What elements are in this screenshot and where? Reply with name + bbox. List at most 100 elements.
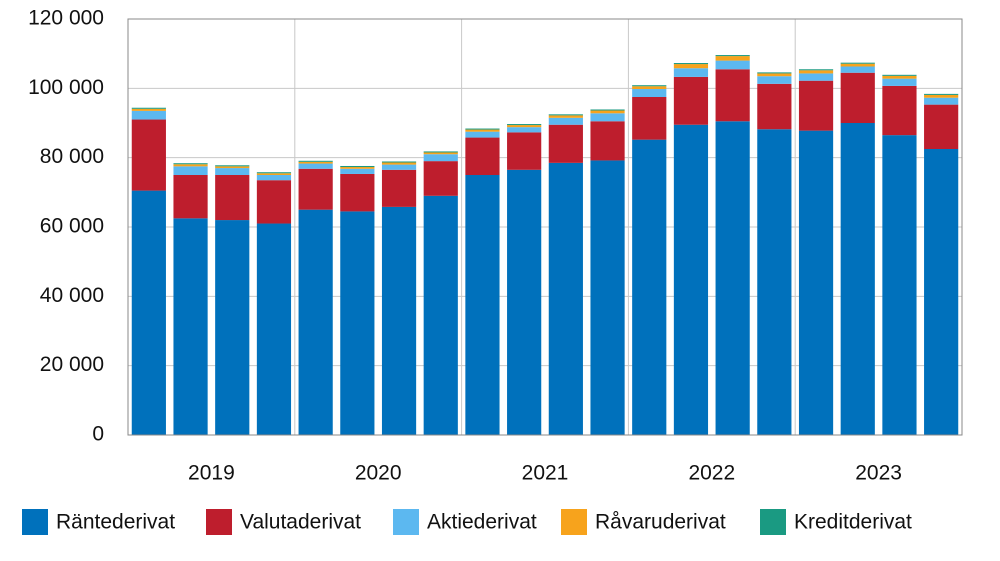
bar-segment bbox=[507, 124, 542, 126]
bar-segment bbox=[423, 154, 458, 162]
legend-label: Valutaderivat bbox=[240, 511, 361, 534]
bar-segment bbox=[757, 83, 792, 130]
bar-segment bbox=[798, 70, 834, 74]
bar-segment bbox=[215, 175, 250, 221]
plot-frame bbox=[127, 18, 963, 436]
x-group-label: 2023 bbox=[855, 462, 902, 485]
bar-segment bbox=[507, 125, 542, 128]
bar-segment bbox=[298, 209, 333, 435]
bar-segment bbox=[715, 121, 750, 436]
bar-segment bbox=[215, 166, 250, 169]
bar-segment bbox=[173, 163, 208, 165]
bar-segment bbox=[590, 121, 625, 161]
bar-segment bbox=[840, 72, 875, 123]
bar-segment bbox=[757, 76, 792, 84]
bar-segment bbox=[340, 211, 375, 435]
bar-segment bbox=[131, 108, 166, 111]
legend-swatch bbox=[206, 509, 232, 535]
bar-segment bbox=[632, 89, 667, 97]
bar-segment bbox=[131, 190, 166, 435]
bar-segment bbox=[507, 169, 542, 436]
bar-segment bbox=[256, 175, 292, 181]
bar-segment bbox=[256, 223, 292, 435]
bar-segment bbox=[882, 78, 917, 86]
bar-segment bbox=[924, 104, 959, 149]
bar-segment bbox=[548, 162, 583, 435]
y-tick-label: 120 000 bbox=[28, 7, 104, 30]
y-tick-label: 100 000 bbox=[28, 76, 104, 99]
bar-segment bbox=[298, 160, 333, 162]
bar-segment bbox=[465, 131, 500, 138]
bar-segment bbox=[590, 160, 625, 435]
bar-segment bbox=[715, 60, 750, 70]
legend-swatch bbox=[561, 509, 587, 535]
bar-segment bbox=[798, 80, 834, 131]
bar-segment bbox=[465, 137, 500, 175]
y-tick-label: 20 000 bbox=[40, 353, 104, 376]
bar-segment bbox=[381, 169, 417, 207]
legend-label: Räntederivat bbox=[56, 511, 175, 534]
bar-segment bbox=[256, 180, 292, 224]
bar-segment bbox=[215, 168, 250, 175]
bar-segment bbox=[673, 63, 709, 65]
bar-segment bbox=[882, 75, 917, 79]
bar-segment bbox=[548, 124, 583, 163]
x-group-label: 2021 bbox=[522, 462, 569, 485]
bar-segment bbox=[423, 151, 458, 153]
bar-segment bbox=[131, 119, 166, 191]
x-group-label: 2022 bbox=[688, 462, 735, 485]
bar-segment bbox=[340, 165, 375, 168]
bar-segment bbox=[632, 139, 667, 435]
bar-segment bbox=[548, 114, 583, 116]
bar-segment bbox=[465, 129, 500, 132]
bar-segment bbox=[715, 55, 750, 57]
bar-segment bbox=[256, 173, 292, 175]
bar-segment bbox=[465, 128, 500, 130]
bar-segment bbox=[757, 73, 792, 77]
bar-segment bbox=[340, 167, 375, 169]
bar-segment bbox=[632, 86, 667, 90]
bar-segment bbox=[840, 66, 875, 73]
bar-segment bbox=[131, 110, 166, 120]
bar-segment bbox=[840, 63, 875, 67]
bar-segment bbox=[632, 97, 667, 140]
y-tick-label: 0 bbox=[92, 423, 104, 446]
legend-swatch bbox=[760, 509, 786, 535]
bar-segment bbox=[924, 149, 959, 435]
bar-segment bbox=[798, 130, 834, 436]
bar-segment bbox=[715, 56, 750, 61]
legend-label: Råvaruderivat bbox=[595, 511, 726, 534]
bar-segment bbox=[507, 127, 542, 133]
legend-swatch bbox=[22, 509, 48, 535]
bar-segment bbox=[507, 132, 542, 170]
bar-segment bbox=[381, 161, 417, 163]
legend-label: Aktiederivat bbox=[427, 511, 537, 534]
bar-segment bbox=[924, 93, 959, 95]
bar-segment bbox=[381, 164, 417, 170]
bar-segment bbox=[340, 168, 375, 174]
bar-segment bbox=[882, 74, 917, 76]
bar-segment bbox=[423, 195, 458, 435]
bar-segment bbox=[798, 73, 834, 81]
bar-segment bbox=[298, 168, 333, 210]
bar-segment bbox=[673, 76, 709, 125]
bar-segment bbox=[673, 124, 709, 435]
bar-segment bbox=[548, 115, 583, 118]
bar-segment bbox=[298, 163, 333, 169]
bar-segment bbox=[673, 64, 709, 69]
bar-segment bbox=[632, 85, 667, 87]
bar-segment bbox=[173, 164, 208, 167]
bar-segment bbox=[423, 152, 458, 155]
bar-segment bbox=[924, 97, 959, 105]
bar-segment bbox=[590, 110, 625, 114]
bar-segment bbox=[173, 166, 208, 175]
bar-segment bbox=[173, 175, 208, 219]
bar-segment bbox=[924, 94, 959, 98]
bar-segment bbox=[715, 69, 750, 122]
y-tick-label: 60 000 bbox=[40, 215, 104, 238]
bar-segment bbox=[131, 107, 166, 109]
bar-segment bbox=[256, 172, 292, 174]
bar-segment bbox=[673, 68, 709, 77]
bar-segment bbox=[215, 220, 250, 435]
